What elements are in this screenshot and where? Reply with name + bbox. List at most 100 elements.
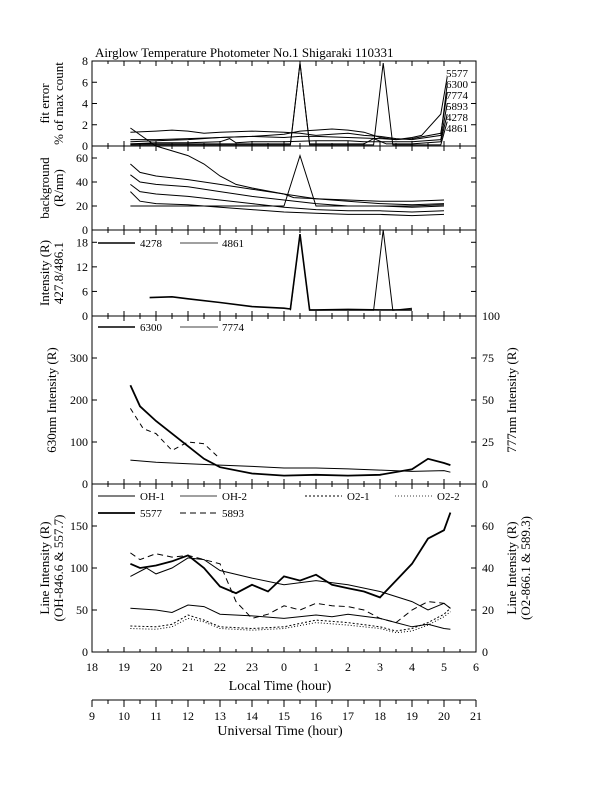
x-tick-label: 18 xyxy=(86,660,98,674)
legend-label: 5577 xyxy=(140,508,163,520)
panel-427-486: 0 6 12 18 Intensity (R) 427.8/486.1 xyxy=(37,229,477,323)
series-line-4278 xyxy=(130,127,445,202)
series-line-4861 xyxy=(130,153,445,207)
end-label: 5893 xyxy=(446,101,469,113)
y-axis-label: (R/nm) xyxy=(51,169,66,207)
legend-panel-630-777: 6300 7774 xyxy=(98,322,245,334)
x-tick-label: 13 xyxy=(214,709,226,723)
series-line-5893 xyxy=(130,552,451,624)
x-axis-ut: 9 10 11 12 13 14 15 16 17 18 19 20 21 xyxy=(89,699,482,723)
y2-axis-label: Line Intensity (R) xyxy=(504,521,519,614)
y-tick-label: 100 xyxy=(70,561,88,575)
figure-title: Airglow Temperature Photometer No.1 Shig… xyxy=(95,45,394,60)
x-tick-label: 16 xyxy=(310,709,322,723)
series-line-5893 xyxy=(130,191,445,217)
y2-tick-label: 100 xyxy=(482,309,500,323)
x-tick-label: 22 xyxy=(214,660,226,674)
series-line-5577 xyxy=(130,512,452,599)
y2-tick-label: 25 xyxy=(482,435,494,449)
y-tick-label: 0 xyxy=(82,645,88,659)
panel-frame xyxy=(91,145,477,231)
y-axis-label: Intensity (R) xyxy=(37,240,52,306)
legend-label: OH-1 xyxy=(140,491,165,503)
y-tick-label: 0 xyxy=(82,139,88,153)
x-tick-label: 3 xyxy=(377,660,383,674)
series-line-OH-2 xyxy=(130,557,451,611)
y2-tick-label: 60 xyxy=(482,519,494,533)
y2-tick-label: 40 xyxy=(482,561,494,575)
x-axis-label-local: Local Time (hour) xyxy=(229,679,332,694)
x-tick-label: 15 xyxy=(278,709,290,723)
y-tick-label: 50 xyxy=(76,603,88,617)
y2-tick-label: 50 xyxy=(482,393,494,407)
series-line-4861 xyxy=(130,63,448,146)
y-tick-label: 200 xyxy=(70,393,88,407)
x-tick-label: 19 xyxy=(118,660,130,674)
series-line-OH-1 xyxy=(130,604,451,630)
panel-fit-error: 0 2 4 6 8 fit error% of max count 557763007774… xyxy=(37,54,477,153)
series-line-7774 xyxy=(130,92,448,141)
legend-label: 5893 xyxy=(222,508,245,520)
x-tick-label: 12 xyxy=(182,709,194,723)
y2-tick-label: 20 xyxy=(482,603,494,617)
series-line-5577 xyxy=(130,174,445,208)
y2-tick-label: 75 xyxy=(482,351,494,365)
x-tick-label: 10 xyxy=(118,709,130,723)
panel-630-777: 0 100 200 300 0 25 50 75 100 630nm Intensity (R) 7… xyxy=(44,309,519,491)
x-tick-label: 17 xyxy=(342,709,354,723)
legend-label: 4861 xyxy=(222,238,244,250)
x-tick-label: 6 xyxy=(473,660,479,674)
series-line-O2-2 xyxy=(130,611,451,634)
legend-panel-427-486: 4278 4861 xyxy=(98,238,244,250)
y-axis-label: background xyxy=(37,157,52,219)
x-tick-label: 19 xyxy=(406,709,418,723)
x-tick-label: 5 xyxy=(441,660,447,674)
x-tick-label: 18 xyxy=(374,709,386,723)
x-tick-label: 2 xyxy=(345,660,351,674)
end-label: 4861 xyxy=(446,123,468,135)
end-label: 6300 xyxy=(446,79,469,91)
x-tick-label: 21 xyxy=(182,660,194,674)
end-label: 4278 xyxy=(446,112,469,124)
series-line-5893-777nm-axis- xyxy=(129,408,221,460)
y2-axis-label: (O2-866.1 & 589.3) xyxy=(518,516,533,620)
x-tick-label: 14 xyxy=(246,709,258,723)
panel-background: 0 20 40 60 background (R/nm) xyxy=(37,127,477,237)
y-axis-label: (OH-846.6 & 557.7) xyxy=(51,515,66,622)
series-line-4861 xyxy=(289,229,413,311)
series-line-6300 xyxy=(130,84,448,141)
series-line-O2-1 xyxy=(130,607,451,632)
y-axis-label: 630nm Intensity (R) xyxy=(44,347,59,452)
y-tick-label: 12 xyxy=(76,260,88,274)
y2-tick-label: 0 xyxy=(482,645,488,659)
y-tick-label: 0 xyxy=(82,309,88,323)
x-tick-label: 1 xyxy=(313,660,319,674)
panel-frame xyxy=(91,315,477,485)
series-line-5893 xyxy=(130,103,448,145)
x-tick-label: 20 xyxy=(438,709,450,723)
x-tick-label: 23 xyxy=(246,660,258,674)
y-tick-label: 300 xyxy=(70,351,88,365)
legend-panel-line-intensity: OH-1 OH-2 O2-1 O2-2 5577 5893 xyxy=(98,491,460,520)
end-label: 7774 xyxy=(446,90,469,102)
legend-label: O2-2 xyxy=(437,491,460,503)
y-tick-label: 6 xyxy=(82,75,88,89)
y-tick-label: 2 xyxy=(82,118,88,132)
y-tick-label: 40 xyxy=(76,175,88,189)
y-tick-label: 0 xyxy=(82,223,88,237)
x-axis-local: 18 19 20 21 22 23 0 1 2 3 4 5 6 xyxy=(86,660,479,674)
series-line-4278 xyxy=(130,63,448,145)
x-tick-label: 21 xyxy=(470,709,482,723)
series-line-4278 xyxy=(149,233,412,311)
series-line-6300 xyxy=(130,163,445,206)
x-tick-label: 0 xyxy=(281,660,287,674)
y-axis-label: Line Intensity (R) xyxy=(37,521,52,614)
y-axis-label: 427.8/486.1 xyxy=(51,242,66,304)
y-tick-label: 100 xyxy=(70,435,88,449)
y-tick-label: 60 xyxy=(76,151,88,165)
x-tick-label: 9 xyxy=(89,709,95,723)
y-tick-label: 18 xyxy=(76,235,88,249)
y-tick-label: 6 xyxy=(82,284,88,298)
